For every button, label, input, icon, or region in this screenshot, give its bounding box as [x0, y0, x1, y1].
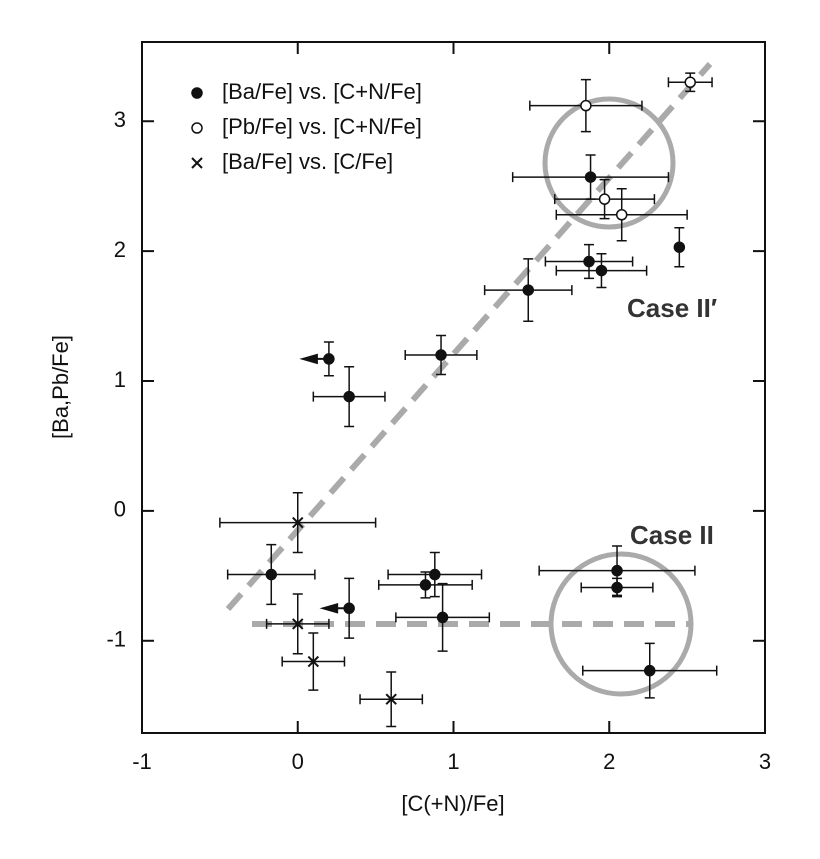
- point: [598, 193, 611, 205]
- y-tick-label: 0: [114, 497, 126, 522]
- point: [435, 349, 447, 361]
- y-tick-label: 1: [114, 367, 126, 392]
- point: [307, 655, 320, 668]
- point: [419, 579, 432, 591]
- highlight-circle: [548, 551, 694, 697]
- point: [580, 99, 592, 112]
- highlight-circle: [542, 96, 676, 230]
- point: [595, 264, 608, 277]
- y-tick-label: -1: [106, 627, 126, 652]
- point: [323, 353, 335, 365]
- annotation: Case II′: [627, 293, 717, 323]
- point: [684, 76, 696, 89]
- y-tick-label: 3: [114, 107, 126, 132]
- point: [343, 390, 355, 403]
- point: [436, 611, 449, 624]
- point: [615, 209, 628, 221]
- point: [265, 568, 278, 581]
- x-tick-label: 3: [759, 749, 771, 774]
- point: [385, 693, 397, 705]
- x-tick-label: -1: [132, 749, 152, 774]
- point: [583, 255, 595, 268]
- point: [584, 171, 597, 183]
- point: [611, 581, 623, 594]
- legend-marker: [191, 122, 203, 134]
- point: [429, 568, 441, 581]
- y-tick-label: 2: [114, 237, 126, 262]
- x-tick-label: 0: [292, 749, 304, 774]
- point: [673, 241, 686, 253]
- legend-label: [Ba/Fe] vs. [C+N/Fe]: [222, 79, 422, 104]
- annotation: Case II: [630, 520, 714, 550]
- x-axis-label: [C(+N)/Fe]: [401, 791, 504, 816]
- point: [292, 618, 304, 630]
- point: [343, 602, 355, 615]
- legend-label: [Ba/Fe] vs. [C/Fe]: [222, 149, 393, 174]
- x-tick-label: 1: [447, 749, 459, 774]
- legend-marker: [191, 87, 203, 99]
- point: [522, 284, 535, 296]
- trend-line: [225, 62, 713, 611]
- point: [292, 516, 304, 529]
- legend-marker: [191, 157, 203, 169]
- y-axis-label: [Ba,Pb/Fe]: [48, 335, 73, 439]
- point: [611, 564, 623, 577]
- x-tick-label: 2: [603, 749, 615, 774]
- legend-label: [Pb/Fe] vs. [C+N/Fe]: [222, 114, 422, 139]
- point: [643, 664, 656, 677]
